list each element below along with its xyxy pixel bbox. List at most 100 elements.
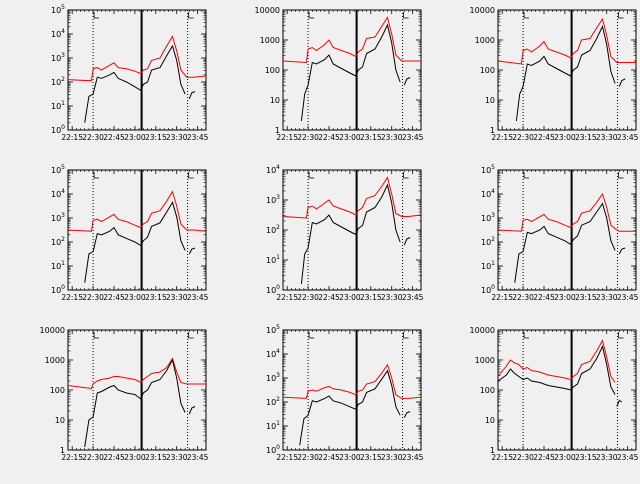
marker-bracket bbox=[308, 172, 315, 179]
y-tick-label: 105 bbox=[266, 324, 280, 335]
lld-series-line bbox=[67, 357, 206, 390]
marker-bracket bbox=[93, 332, 100, 339]
y-tick-label: 100 bbox=[481, 284, 495, 295]
x-tick-label: 22:30 bbox=[512, 133, 534, 142]
y-tick-label: 100 bbox=[51, 284, 65, 295]
lld-series-line bbox=[282, 16, 421, 64]
y-tick-label: 101 bbox=[51, 100, 65, 111]
events-series-line bbox=[403, 77, 411, 86]
x-tick-label: 23:45 bbox=[617, 453, 639, 462]
y-tick-label: 100 bbox=[51, 124, 65, 135]
y-tick-label: 102 bbox=[51, 76, 65, 87]
x-tick-label: 23:30 bbox=[166, 453, 188, 462]
x-tick-label: 22:45 bbox=[318, 293, 340, 302]
x-tick-label: 23:15 bbox=[360, 133, 382, 142]
marker-bracket bbox=[523, 172, 530, 179]
x-tick-label: 22:15 bbox=[491, 453, 513, 462]
y-tick-label: 103 bbox=[481, 212, 495, 223]
y-tick-label: 1000 bbox=[45, 356, 65, 365]
y-tick-label: 10000 bbox=[470, 6, 495, 15]
chart-panel-3: 1 10 100 1000 10000 22:15 22:30 22:45 23:00 23:15… bbox=[470, 6, 639, 142]
x-tick-label: 23:15 bbox=[575, 293, 597, 302]
x-tick-label: 23:00 bbox=[124, 293, 146, 302]
chart-panel-2: 1 10 100 1000 10000 22:15 22:30 22:45 23:00 23:15… bbox=[255, 6, 424, 142]
x-tick-label: 22:45 bbox=[318, 133, 340, 142]
events-series-line bbox=[618, 78, 626, 87]
y-tick-label: 10000 bbox=[40, 326, 65, 335]
plot-frame bbox=[282, 329, 422, 451]
y-tick-label: 102 bbox=[266, 396, 280, 407]
x-tick-label: 23:15 bbox=[575, 133, 597, 142]
plot-frame bbox=[497, 9, 637, 131]
x-tick-label: 23:00 bbox=[554, 453, 576, 462]
y-tick-label: 1000 bbox=[260, 36, 280, 45]
x-tick-label: 23:45 bbox=[402, 453, 424, 462]
x-tick-label: 22:15 bbox=[61, 293, 83, 302]
y-tick-label: 105 bbox=[51, 164, 65, 175]
y-tick-label: 101 bbox=[266, 420, 280, 431]
events-series-line bbox=[299, 369, 401, 446]
x-tick-label: 23:00 bbox=[554, 133, 576, 142]
plot-frame bbox=[497, 329, 637, 451]
x-tick-label: 22:15 bbox=[276, 293, 298, 302]
y-tick-label: 105 bbox=[51, 4, 65, 15]
events-series-line bbox=[618, 247, 626, 255]
x-tick-label: 22:45 bbox=[318, 453, 340, 462]
y-tick-label: 100 bbox=[266, 284, 280, 295]
events-series-line bbox=[497, 345, 616, 395]
y-tick-label: 10 bbox=[270, 96, 280, 105]
y-tick-label: 100 bbox=[50, 386, 65, 395]
x-tick-label: 23:45 bbox=[402, 133, 424, 142]
chart-panel-7: 1 10 100 1000 10000 22:15 22:30 22:45 23:00 23:15… bbox=[40, 326, 209, 462]
lld-series-line bbox=[497, 339, 616, 383]
y-tick-label: 1 bbox=[490, 446, 495, 455]
x-tick-label: 23:30 bbox=[596, 453, 618, 462]
y-tick-label: 105 bbox=[481, 164, 495, 175]
marker-bracket bbox=[188, 332, 194, 339]
events-series-line bbox=[188, 406, 196, 415]
marker-bracket bbox=[523, 332, 530, 339]
y-tick-label: 10 bbox=[485, 416, 495, 425]
lld-series-line bbox=[497, 17, 636, 65]
marker-bracket bbox=[618, 332, 624, 339]
x-tick-label: 23:15 bbox=[145, 293, 167, 302]
y-tick-label: 104 bbox=[481, 188, 495, 199]
marker-bracket bbox=[618, 172, 624, 179]
x-tick-label: 23:15 bbox=[145, 453, 167, 462]
x-tick-label: 23:15 bbox=[145, 133, 167, 142]
y-tick-label: 104 bbox=[51, 188, 65, 199]
y-tick-label: 10 bbox=[55, 416, 65, 425]
events-series-line bbox=[84, 201, 186, 283]
lld-series-line bbox=[67, 190, 207, 232]
y-tick-label: 104 bbox=[266, 348, 280, 359]
lld-series-line bbox=[282, 363, 422, 399]
x-tick-label: 23:30 bbox=[381, 453, 403, 462]
x-tick-label: 22:30 bbox=[82, 453, 104, 462]
x-tick-label: 22:30 bbox=[82, 293, 104, 302]
events-series-line bbox=[300, 23, 401, 122]
x-tick-label: 23:45 bbox=[187, 133, 209, 142]
x-tick-label: 23:30 bbox=[381, 293, 403, 302]
x-tick-label: 22:15 bbox=[61, 453, 83, 462]
y-tick-label: 103 bbox=[51, 52, 65, 63]
y-tick-label: 101 bbox=[51, 260, 65, 271]
plot-frame bbox=[67, 9, 207, 131]
y-tick-label: 1000 bbox=[475, 36, 495, 45]
x-tick-label: 23:45 bbox=[617, 133, 639, 142]
marker-bracket bbox=[188, 12, 194, 19]
y-tick-label: 102 bbox=[481, 236, 495, 247]
y-tick-label: 10000 bbox=[255, 6, 280, 15]
x-tick-label: 22:45 bbox=[533, 133, 555, 142]
x-tick-label: 23:00 bbox=[554, 293, 576, 302]
y-tick-label: 100 bbox=[265, 66, 280, 75]
x-tick-label: 22:45 bbox=[533, 293, 555, 302]
marker-bracket bbox=[403, 12, 409, 19]
plot-frame bbox=[67, 169, 207, 291]
x-tick-label: 22:15 bbox=[276, 453, 298, 462]
marker-bracket bbox=[308, 332, 315, 339]
x-tick-label: 22:30 bbox=[297, 293, 319, 302]
x-tick-label: 23:15 bbox=[360, 293, 382, 302]
y-tick-label: 103 bbox=[266, 372, 280, 383]
